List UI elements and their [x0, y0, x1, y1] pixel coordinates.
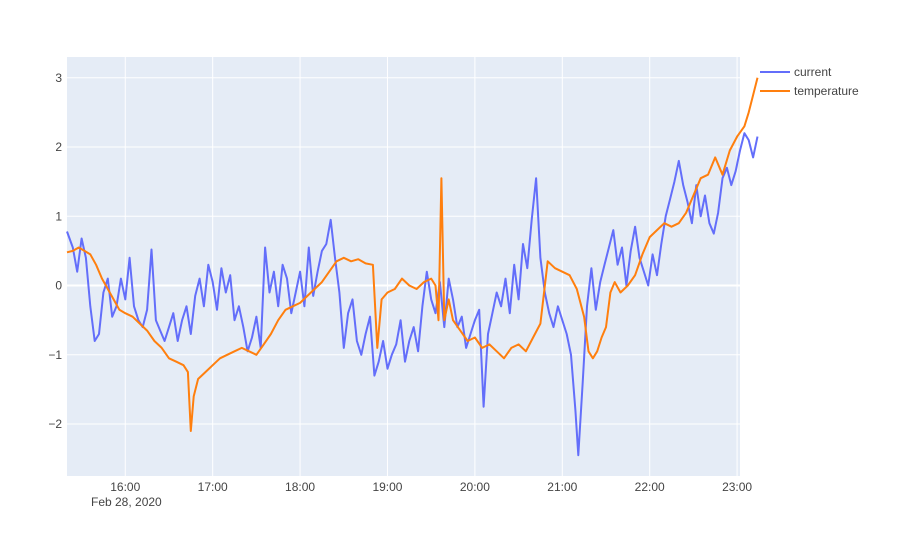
x-axis-date-label: Feb 28, 2020 [91, 495, 162, 509]
x-tick-label: 22:00 [635, 480, 665, 494]
y-tick-label: 0 [55, 279, 62, 293]
legend-item-current[interactable]: current [760, 65, 832, 79]
y-tick-label: 1 [55, 209, 62, 223]
y-tick-label: 3 [55, 71, 62, 85]
x-tick-label: 19:00 [372, 480, 402, 494]
x-tick-label: 16:00 [110, 480, 140, 494]
y-tick-label: 2 [55, 140, 62, 154]
series-layer [66, 77, 759, 457]
legend[interactable]: current temperature [760, 65, 859, 98]
legend-label: current [794, 65, 832, 79]
y-tick-label: −1 [48, 348, 62, 362]
x-tick-label: 20:00 [460, 480, 490, 494]
x-tick-label: 18:00 [285, 480, 315, 494]
legend-label: temperature [794, 84, 859, 98]
series-line-temperature [66, 77, 759, 432]
x-gridlines [124, 57, 738, 476]
y-tick-label: −2 [48, 417, 62, 431]
x-tick-label: 23:00 [722, 480, 752, 494]
series-line-current [66, 132, 759, 457]
x-tick-label: 17:00 [198, 480, 228, 494]
y-axis-tick-labels: −2 −1 0 1 2 3 [48, 71, 62, 431]
x-tick-label: 21:00 [547, 480, 577, 494]
legend-item-temperature[interactable]: temperature [760, 84, 859, 98]
x-axis-tick-labels: 16:00 17:00 18:00 19:00 20:00 21:00 22:00 23:00 [110, 480, 752, 494]
